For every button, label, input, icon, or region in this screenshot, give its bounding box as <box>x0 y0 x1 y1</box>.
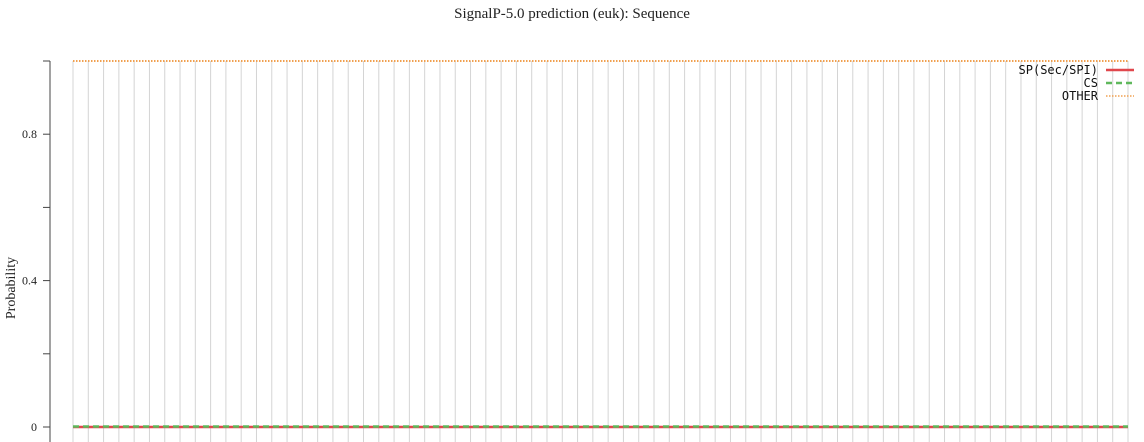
chart-title: SignalP-5.0 prediction (euk): Sequence <box>454 6 690 22</box>
y-tick-label: 0 <box>31 420 37 434</box>
legend-label: CS <box>1084 76 1098 90</box>
y-tick-label: 0.8 <box>22 127 37 141</box>
legend-label: SP(Sec/SPI) <box>1019 63 1098 77</box>
y-tick-label: 0.4 <box>22 274 37 288</box>
legend-label: OTHER <box>1062 89 1099 103</box>
